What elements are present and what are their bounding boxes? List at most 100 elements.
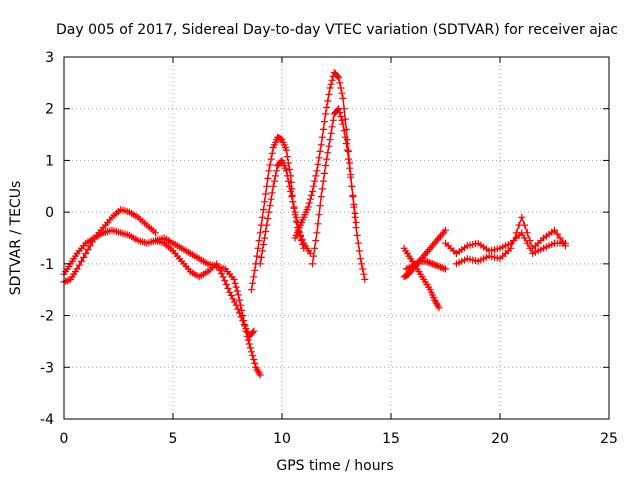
data-point-dense (167, 245, 175, 253)
data-point (357, 255, 364, 263)
data-point-dense (184, 248, 192, 256)
data-point (261, 234, 269, 242)
data-point-dense (432, 261, 440, 269)
data-point-dense (523, 229, 531, 237)
data-point-dense (273, 167, 281, 175)
data-point-dense (193, 253, 201, 261)
data-point-dense (218, 270, 225, 278)
data-point-dense (268, 149, 276, 157)
data-point (226, 288, 234, 296)
data-point-dense (266, 161, 274, 169)
data-point-dense (493, 254, 501, 262)
data-point-dense (65, 276, 73, 284)
data-point-dense (526, 237, 534, 245)
data-point-dense (328, 76, 336, 84)
data-point (256, 229, 264, 237)
data-point-dense (267, 195, 275, 203)
data-point (313, 229, 321, 237)
y-axis-label: SDTVAR / TECUs (8, 181, 24, 296)
y-tick-label: -1 (40, 257, 54, 273)
data-point-dense (224, 284, 232, 292)
data-point (326, 136, 334, 144)
data-point-dense (482, 245, 490, 253)
axis-ticks: 0 5 10 15 20 25 -4 -3 -2 -1 0 1 2 3 (40, 50, 618, 447)
data-point-dense (236, 296, 243, 304)
data-point-dense (359, 265, 367, 273)
data-point-dense (221, 277, 229, 285)
x-tick-label: 5 (169, 431, 178, 447)
x-tick-label: 0 (60, 431, 69, 447)
data-point (313, 167, 321, 175)
data-point-dense (75, 261, 83, 269)
data-point-dense (338, 116, 346, 124)
x-tick-label: 10 (273, 431, 291, 447)
data-point-dense (249, 352, 257, 360)
data-point-dense (262, 190, 270, 198)
data-point-dense (264, 215, 272, 223)
data-point-dense (80, 253, 88, 261)
data-point-dense (158, 239, 166, 246)
data-point-dense (482, 253, 490, 261)
data-point-dense (314, 220, 322, 228)
data-point-dense (258, 213, 266, 221)
data-point-dense (412, 260, 420, 268)
data-point (219, 273, 227, 281)
data-point-dense (327, 80, 335, 88)
series-path (63, 229, 261, 376)
data-point (265, 208, 273, 216)
data-point-dense (236, 309, 243, 317)
data-point-dense (263, 182, 271, 190)
data-point-dense (240, 321, 248, 329)
data-point-dense (316, 147, 324, 155)
data-point-dense (329, 116, 337, 124)
y-tick-label: 0 (45, 205, 54, 221)
data-point-dense (311, 177, 319, 185)
data-point-dense (231, 298, 239, 306)
data-point-dense (337, 113, 345, 120)
data-point-dense (254, 244, 262, 252)
data-point-dense (286, 166, 294, 173)
data-point (239, 317, 247, 325)
data-point-dense (424, 258, 431, 266)
data-point-dense (71, 252, 79, 260)
data-point (348, 182, 356, 190)
series-track-i (400, 244, 443, 312)
data-point (300, 244, 308, 252)
data-point-dense (210, 262, 218, 270)
data-point-dense (319, 125, 327, 133)
data-point-dense (285, 177, 292, 185)
data-point-dense (97, 226, 105, 234)
y-tick-label: 1 (45, 153, 54, 169)
data-point-dense (299, 241, 307, 248)
data-point-dense (264, 175, 272, 182)
data-point-dense (340, 127, 348, 135)
data-point-dense (167, 238, 175, 246)
series-track-l (452, 213, 569, 268)
data-point-dense (63, 277, 71, 285)
data-point-dense (216, 266, 224, 274)
y-tick-label: -2 (40, 309, 54, 325)
data-point-dense (290, 203, 298, 211)
data-point-dense (289, 198, 297, 206)
data-point (322, 110, 330, 118)
data-point-dense (318, 133, 326, 141)
x-tick-label: 15 (382, 431, 400, 447)
data-point (256, 260, 264, 268)
data-point-dense (231, 279, 239, 287)
data-point-dense (427, 244, 435, 252)
data-point (352, 219, 360, 226)
y-tick-label: 3 (45, 50, 54, 66)
data-point-dense (342, 140, 350, 148)
data-point-dense (418, 273, 426, 281)
series-track-f (291, 69, 369, 283)
x-tick-label: 20 (491, 431, 509, 447)
data-point-dense (338, 89, 346, 97)
data-point-dense (233, 287, 241, 295)
data-point-dense (263, 221, 271, 229)
data-point-dense (521, 221, 528, 229)
data-point-dense (353, 231, 361, 239)
data-point-dense (305, 199, 313, 207)
data-point-dense (328, 123, 336, 131)
data-point (317, 141, 325, 149)
data-point-dense (349, 191, 357, 199)
